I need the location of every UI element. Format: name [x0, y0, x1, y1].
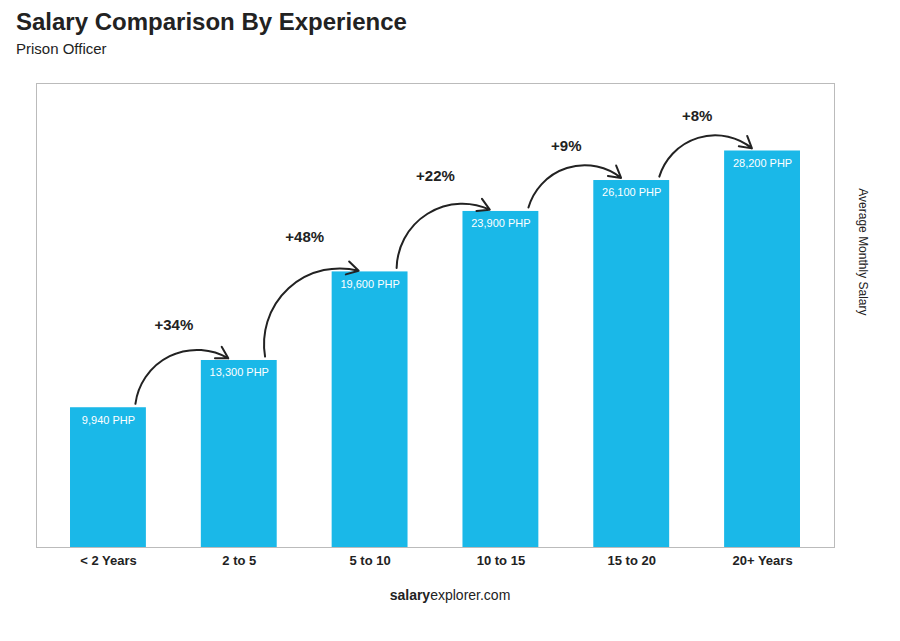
svg-text:26,100 PHP: 26,100 PHP	[602, 186, 661, 198]
html-text:Prison Officer: Prison Officer	[16, 40, 107, 57]
svg-text:23,900 PHP: 23,900 PHP	[471, 217, 530, 229]
svg-text:< 2 Years: < 2 Years	[80, 553, 137, 568]
svg-text:28,200 PHP: 28,200 PHP	[733, 157, 792, 169]
svg-text:+34%: +34%	[154, 316, 193, 333]
svg-text:2 to 5: 2 to 5	[222, 553, 256, 568]
svg-text:13,300 PHP: 13,300 PHP	[210, 366, 269, 378]
html-text:Salary Comparison By Experienc: Salary Comparison By Experience	[16, 8, 407, 35]
svg-text:+9%: +9%	[551, 137, 581, 154]
html-text:salary explorer.com: salary explorer.com	[389, 587, 511, 603]
svg-text:9,940 PHP: 9,940 PHP	[82, 414, 135, 426]
svg-text:20+ Years: 20+ Years	[732, 553, 792, 568]
svg-text:+8%: +8%	[682, 107, 712, 124]
svg-text:15 to 20: 15 to 20	[608, 553, 656, 568]
svg-text:10 to 15: 10 to 15	[477, 553, 525, 568]
svg-text:+22%: +22%	[416, 167, 455, 184]
svg-text:19,600 PHP: 19,600 PHP	[340, 278, 399, 290]
svg-text:+48%: +48%	[285, 228, 324, 245]
svg-text:5 to 10: 5 to 10	[349, 553, 390, 568]
svg-text:Average Monthly Salary: Average Monthly Salary	[856, 188, 870, 315]
